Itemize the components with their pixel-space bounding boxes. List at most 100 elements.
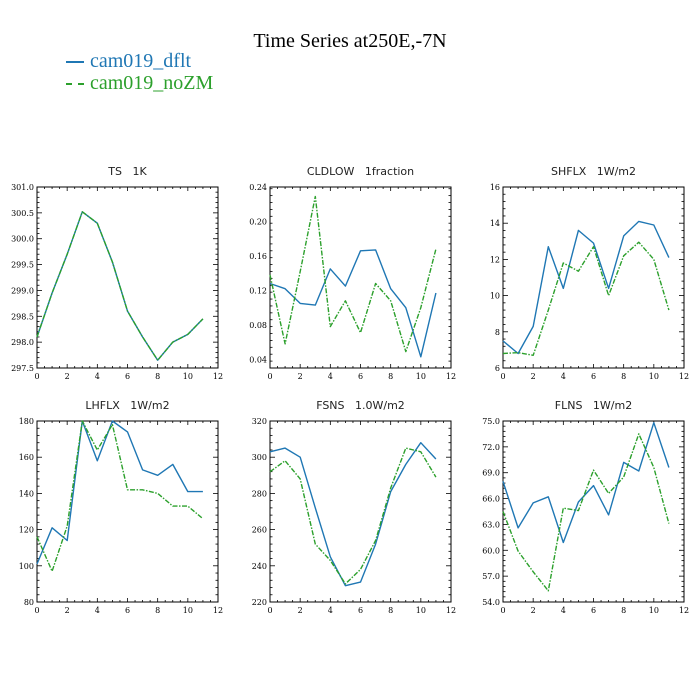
series-line-nozm-ts [36, 211, 204, 361]
panel-cldlow: CLDLOW 1fraction 0 2 4 6 8 10 12 0.04 0.08 0.12 0.1… [249, 165, 456, 381]
legend-swatch-nozm [66, 82, 84, 85]
panel-frame-ts [36, 186, 219, 369]
panel-lhflx: LHFLX 1W/m2 0 2 4 6 8 10 12 80 100 120 140 160 180 [19, 399, 223, 615]
x-tick-label-fsns: 0 [267, 606, 272, 615]
panel-frame-flns [502, 420, 685, 603]
x-tick-label-flns: 0 [500, 606, 505, 615]
y-tick-label-fsns: 280 [252, 489, 267, 498]
x-tick-label-cldlow: 2 [298, 372, 303, 381]
y-tick-label-cldlow: 0.12 [249, 286, 267, 295]
panel-frame-lhflx [36, 420, 219, 603]
x-tick-label-shflx: 10 [649, 372, 659, 381]
x-tick-label-lhflx: 4 [95, 606, 100, 615]
x-tick-label-ts: 0 [34, 372, 39, 381]
x-tick-label-flns: 4 [561, 606, 566, 615]
y-tick-label-flns: 75.0 [482, 417, 500, 426]
x-tick-label-cldlow: 6 [358, 372, 363, 381]
x-tick-label-shflx: 0 [500, 372, 505, 381]
y-tick-label-fsns: 300 [252, 453, 267, 462]
y-tick-label-fsns: 320 [252, 417, 267, 426]
y-tick-label-ts: 300.5 [11, 209, 34, 218]
y-tick-label-flns: 66.0 [482, 495, 500, 504]
x-tick-label-flns: 6 [591, 606, 596, 615]
series-line-dflt-shflx [502, 220, 670, 355]
y-tick-label-shflx: 8 [495, 328, 500, 337]
x-tick-label-ts: 8 [155, 372, 160, 381]
x-tick-label-cldlow: 12 [446, 372, 456, 381]
x-tick-label-lhflx: 8 [155, 606, 160, 615]
y-tick-label-lhflx: 120 [19, 526, 34, 535]
y-tick-label-ts: 299.0 [11, 286, 34, 295]
x-tick-label-fsns: 8 [388, 606, 393, 615]
y-tick-label-shflx: 12 [490, 255, 500, 264]
panel-title-shflx: SHFLX 1W/m2 [551, 165, 636, 178]
x-tick-label-cldlow: 8 [388, 372, 393, 381]
x-tick-label-ts: 2 [65, 372, 70, 381]
y-tick-label-flns: 57.0 [482, 572, 500, 581]
legend-label-dflt: cam019_dflt [90, 50, 192, 72]
x-tick-label-ts: 12 [213, 372, 223, 381]
y-tick-label-flns: 69.0 [482, 469, 500, 478]
panel-title-flns: FLNS 1W/m2 [555, 399, 632, 412]
x-tick-label-shflx: 8 [621, 372, 626, 381]
y-tick-label-cldlow: 0.24 [249, 183, 267, 192]
panel-title-cldlow: CLDLOW 1fraction [307, 165, 414, 178]
series-line-dflt-lhflx [36, 420, 203, 565]
panel-fsns: FSNS 1.0W/m2 0 2 4 6 8 10 12 220 240 260 280 300 320 [252, 399, 456, 615]
legend-label-nozm: cam019_noZM [90, 72, 214, 94]
x-tick-label-cldlow: 0 [267, 372, 272, 381]
panel-title-lhflx: LHFLX 1W/m2 [85, 399, 169, 412]
x-tick-label-fsns: 12 [446, 606, 456, 615]
x-tick-label-ts: 6 [125, 372, 130, 381]
y-tick-label-fsns: 260 [252, 526, 267, 535]
y-tick-label-cldlow: 0.20 [249, 217, 267, 226]
x-tick-label-flns: 2 [531, 606, 536, 615]
x-tick-label-cldlow: 4 [328, 372, 333, 381]
y-tick-label-lhflx: 180 [19, 417, 34, 426]
series-line-nozm-fsns [269, 447, 437, 585]
y-tick-label-flns: 54.0 [482, 598, 500, 607]
panel-frame-shflx [502, 186, 685, 369]
y-tick-label-fsns: 220 [252, 598, 267, 607]
x-tick-label-fsns: 2 [298, 606, 303, 615]
panel-flns: FLNS 1W/m2 0 2 4 6 8 10 12 54.0 57.0 60.0 63.0 66.0 6… [482, 399, 689, 615]
y-tick-label-ts: 299.5 [11, 261, 34, 270]
panel-title-ts: TS 1K [107, 165, 147, 178]
y-tick-label-cldlow: 0.04 [249, 355, 267, 364]
y-tick-label-lhflx: 80 [24, 598, 34, 607]
y-tick-label-flns: 63.0 [482, 520, 500, 529]
series-line-nozm-shflx [502, 241, 670, 356]
x-tick-label-shflx: 4 [561, 372, 566, 381]
legend-swatch-dflt [66, 60, 84, 63]
figure-title: Time Series at250E,-7N [253, 30, 447, 52]
panel-frame-fsns [269, 420, 452, 603]
legend-item-dflt: cam019_dflt [66, 50, 191, 73]
x-tick-label-fsns: 10 [416, 606, 426, 615]
x-tick-label-ts: 10 [183, 372, 193, 381]
x-tick-label-shflx: 6 [591, 372, 596, 381]
series-line-nozm-lhflx [36, 420, 204, 572]
y-tick-label-shflx: 14 [490, 219, 500, 228]
y-tick-label-ts: 297.5 [11, 364, 34, 373]
series-line-dflt-fsns [269, 442, 437, 587]
series-line-nozm-cldlow [269, 195, 437, 353]
x-tick-label-lhflx: 12 [213, 606, 223, 615]
y-tick-label-lhflx: 160 [19, 453, 34, 462]
x-tick-label-flns: 8 [621, 606, 626, 615]
y-tick-label-lhflx: 140 [19, 489, 34, 498]
panel-frame-cldlow [269, 186, 452, 369]
x-tick-label-lhflx: 2 [65, 606, 70, 615]
x-tick-label-fsns: 4 [328, 606, 333, 615]
x-tick-label-flns: 12 [679, 606, 689, 615]
y-tick-label-flns: 60.0 [482, 546, 500, 555]
y-tick-label-flns: 72.0 [482, 443, 500, 452]
series-line-nozm-flns [502, 433, 670, 592]
panel-ts: TS 1K 0 2 4 6 8 10 12 297.5 298.0 298.5 299.0 299.5 3… [11, 165, 223, 381]
y-tick-label-cldlow: 0.16 [249, 252, 267, 261]
y-tick-label-cldlow: 0.08 [249, 321, 267, 330]
x-tick-label-fsns: 6 [358, 606, 363, 615]
series-line-dflt-cldlow [269, 249, 437, 358]
series-line-dflt-flns [502, 422, 670, 544]
x-tick-label-lhflx: 0 [34, 606, 39, 615]
